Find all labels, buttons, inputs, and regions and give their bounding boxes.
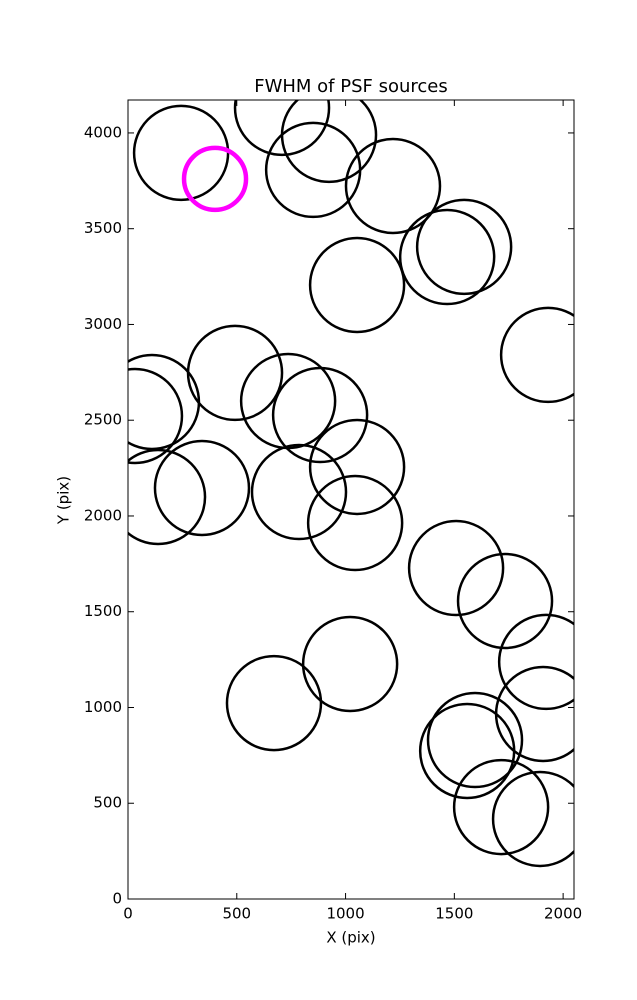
x-tick-label: 0 bbox=[123, 905, 133, 923]
y-tick-label: 3500 bbox=[84, 219, 122, 237]
source-circle bbox=[407, 519, 505, 617]
x-axis-label: X (pix) bbox=[326, 929, 375, 947]
x-tick-label: 1500 bbox=[435, 905, 473, 923]
source-circle bbox=[153, 439, 251, 537]
axes-frame bbox=[127, 99, 575, 900]
source-circle bbox=[264, 121, 362, 219]
source-circle bbox=[415, 198, 513, 296]
plot-area bbox=[128, 100, 574, 868]
source-circle bbox=[132, 104, 230, 202]
x-tick-label: 2000 bbox=[544, 905, 582, 923]
y-tick-label: 500 bbox=[93, 794, 122, 812]
source-circle bbox=[398, 208, 496, 306]
source-circle bbox=[128, 448, 207, 546]
source-circle bbox=[306, 474, 404, 572]
y-axis-label: Y (pix) bbox=[55, 476, 73, 525]
y-tick-label: 4000 bbox=[84, 123, 122, 141]
source-circle bbox=[499, 306, 574, 404]
chart-title: FWHM of PSF sources bbox=[254, 76, 448, 97]
source-circle bbox=[225, 654, 323, 752]
source-circle bbox=[233, 100, 331, 157]
source-circle bbox=[426, 691, 524, 789]
source-circle bbox=[456, 552, 554, 650]
source-circle bbox=[128, 367, 184, 465]
source-circle bbox=[452, 758, 550, 856]
x-tick-label: 500 bbox=[222, 905, 251, 923]
source-circle bbox=[271, 366, 369, 464]
y-tick-label: 1000 bbox=[84, 698, 122, 716]
source-circle bbox=[494, 665, 574, 763]
y-tick-label: 0 bbox=[112, 890, 122, 908]
source-circle bbox=[344, 137, 442, 235]
source-circle bbox=[418, 702, 516, 800]
source-circle bbox=[186, 324, 284, 422]
source-circle bbox=[497, 613, 574, 711]
source-circle bbox=[250, 443, 348, 541]
source-circle bbox=[308, 236, 406, 334]
source-circle bbox=[128, 353, 201, 451]
y-tick-label: 2000 bbox=[84, 506, 122, 524]
source-circle bbox=[308, 418, 406, 516]
y-tick-label: 1500 bbox=[84, 602, 122, 620]
x-tick-label: 1000 bbox=[326, 905, 364, 923]
y-tick-label: 2500 bbox=[84, 411, 122, 429]
source-circle bbox=[491, 770, 574, 868]
source-circle bbox=[181, 145, 249, 213]
source-circle bbox=[301, 615, 399, 713]
y-tick-label: 3000 bbox=[84, 315, 122, 333]
